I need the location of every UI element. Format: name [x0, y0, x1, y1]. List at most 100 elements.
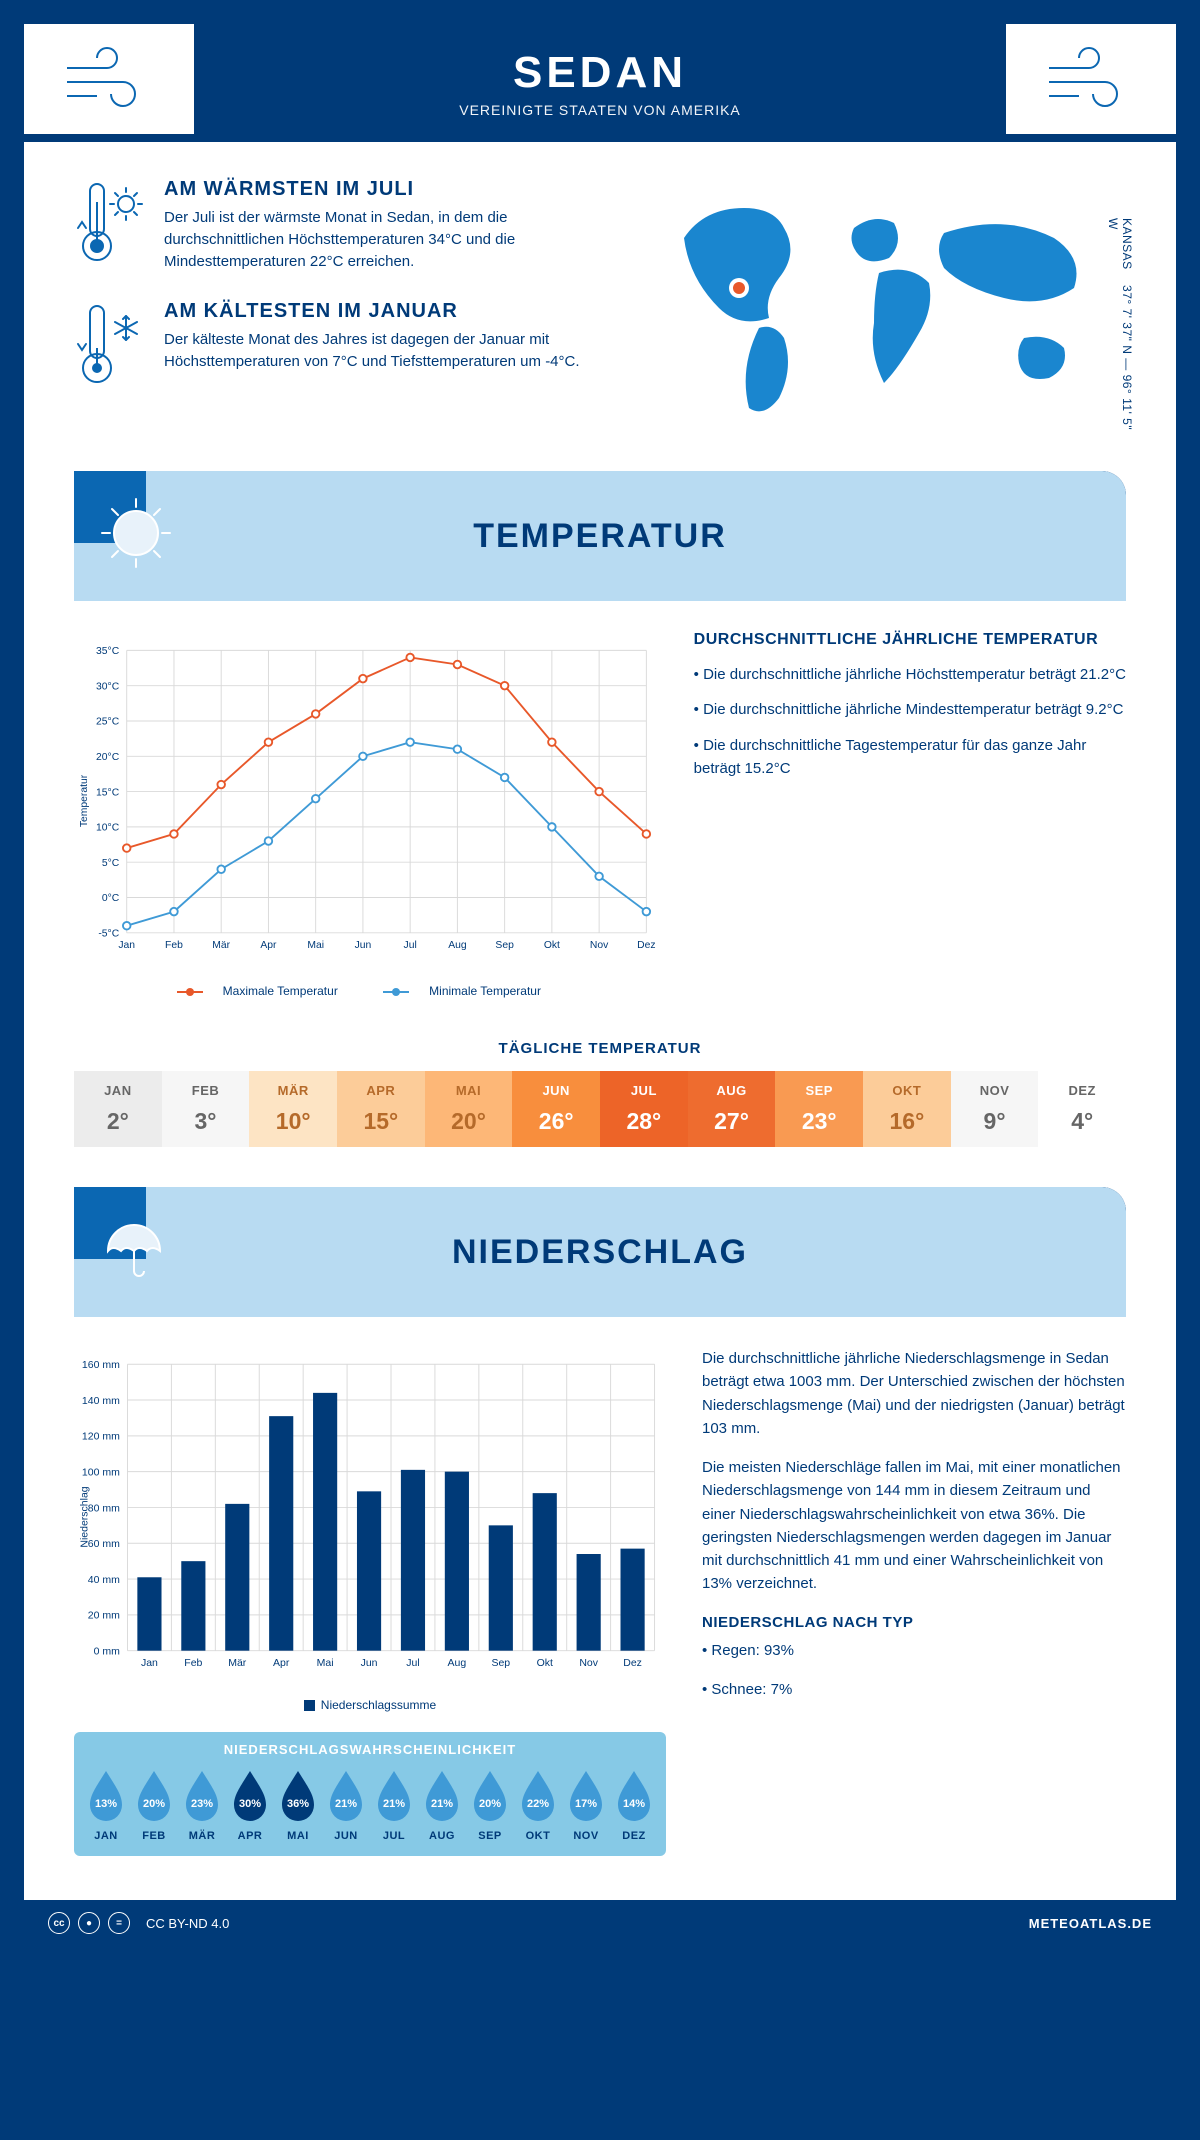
svg-text:Mär: Mär [212, 940, 230, 951]
svg-text:60 mm: 60 mm [88, 1538, 120, 1550]
svg-text:15°C: 15°C [96, 787, 120, 798]
nd-icon: = [108, 1912, 130, 1934]
svg-text:25°C: 25°C [96, 717, 120, 728]
legend-min: Minimale Temperatur [429, 984, 541, 998]
svg-text:35°C: 35°C [96, 646, 120, 657]
precip-drop: 21%JUL [370, 1767, 418, 1842]
precip-legend: Niederschlagssumme [74, 1692, 666, 1718]
precip-drop: 30%APR [226, 1767, 274, 1842]
region-label: KANSAS [1120, 218, 1134, 270]
header: SEDAN VEREINIGTE STAATEN VON AMERIKA [24, 24, 1176, 142]
umbrella-icon [98, 1211, 170, 1288]
fact-cold-text: Der kälteste Monat des Jahres ist dagege… [164, 329, 604, 373]
daily-temp-cell: JUN26° [512, 1071, 600, 1147]
precip-bar-chart: 0 mm20 mm40 mm60 mm80 mm100 mm120 mm140 … [74, 1347, 666, 1687]
daily-temp-cell: OKT16° [863, 1071, 951, 1147]
precip-drop: 21%JUN [322, 1767, 370, 1842]
temp-info-heading: DURCHSCHNITTLICHE JÄHRLICHE TEMPERATUR [694, 631, 1126, 649]
svg-text:120 mm: 120 mm [82, 1431, 120, 1443]
temperature-legend: Maximale Temperatur Minimale Temperatur [74, 976, 658, 1002]
svg-text:13%: 13% [95, 1798, 117, 1810]
precip-text-2: Die meisten Niederschläge fallen im Mai,… [702, 1456, 1126, 1596]
svg-text:Jun: Jun [361, 1657, 378, 1669]
intro-row: AM WÄRMSTEN IM JULI Der Juli ist der wär… [24, 142, 1176, 471]
map-column: KANSAS 37° 7' 37" N — 96° 11' 5" W [644, 178, 1126, 443]
thermometer-snow-icon [74, 300, 146, 390]
precip-prob-title: NIEDERSCHLAGSWAHRSCHEINLICHKEIT [74, 1732, 666, 1767]
svg-text:Okt: Okt [537, 1657, 553, 1669]
country-subtitle: VEREINIGTE STAATEN VON AMERIKA [48, 102, 1152, 118]
fact-warm-title: AM WÄRMSTEN IM JULI [164, 178, 604, 201]
svg-text:17%: 17% [575, 1798, 597, 1810]
svg-text:Feb: Feb [165, 940, 183, 951]
precip-type-bullet: • Schnee: 7% [702, 1678, 1126, 1701]
svg-text:20 mm: 20 mm [88, 1610, 120, 1622]
precip-body: 0 mm20 mm40 mm60 mm80 mm100 mm120 mm140 … [24, 1317, 1176, 1876]
by-icon: ● [78, 1912, 100, 1934]
svg-text:Nov: Nov [579, 1657, 598, 1669]
world-map-icon [644, 178, 1126, 443]
precip-drop: 22%OKT [514, 1767, 562, 1842]
daily-temp-title: TÄGLICHE TEMPERATUR [24, 1040, 1176, 1057]
temp-bullet: • Die durchschnittliche Tagestemperatur … [694, 734, 1126, 781]
svg-text:21%: 21% [383, 1798, 405, 1810]
svg-text:0°C: 0°C [102, 893, 120, 904]
svg-text:Aug: Aug [448, 940, 467, 951]
city-title: SEDAN [48, 48, 1152, 98]
license-block: cc ● = CC BY-ND 4.0 [48, 1912, 229, 1934]
section-banner-temperature: TEMPERATUR [74, 471, 1126, 601]
precip-type-heading: NIEDERSCHLAG NACH TYP [702, 1614, 1126, 1631]
precip-drop: 36%MAI [274, 1767, 322, 1842]
license-text: CC BY-ND 4.0 [146, 1916, 229, 1931]
svg-text:30°C: 30°C [96, 681, 120, 692]
svg-text:Sep: Sep [491, 1657, 510, 1669]
svg-text:20°C: 20°C [96, 752, 120, 763]
temp-bullet: • Die durchschnittliche jährliche Höchst… [694, 663, 1126, 686]
svg-text:Aug: Aug [448, 1657, 467, 1669]
svg-text:Jan: Jan [118, 940, 135, 951]
infographic-page: SEDAN VEREINIGTE STAATEN VON AMERIKA AM … [18, 18, 1182, 1952]
svg-text:Okt: Okt [544, 940, 560, 951]
temp-bullet: • Die durchschnittliche jährliche Mindes… [694, 698, 1126, 721]
section-title-precip: NIEDERSCHLAG [74, 1187, 1126, 1317]
footer: cc ● = CC BY-ND 4.0 METEOATLAS.DE [24, 1900, 1176, 1946]
precip-drop: 21%AUG [418, 1767, 466, 1842]
sun-icon [98, 495, 174, 576]
daily-temp-cell: APR15° [337, 1071, 425, 1147]
cc-icon: cc [48, 1912, 70, 1934]
section-banner-precip: NIEDERSCHLAG [74, 1187, 1126, 1317]
fact-coldest: AM KÄLTESTEN IM JANUAR Der kälteste Mona… [74, 300, 604, 390]
daily-temp-cell: JAN2° [74, 1071, 162, 1147]
precip-drop: 20%FEB [130, 1767, 178, 1842]
svg-text:40 mm: 40 mm [88, 1574, 120, 1586]
precip-text-1: Die durchschnittliche jährliche Niedersc… [702, 1347, 1126, 1440]
svg-text:20%: 20% [143, 1798, 165, 1810]
svg-text:Mai: Mai [317, 1657, 334, 1669]
section-title-temperature: TEMPERATUR [74, 471, 1126, 601]
svg-text:21%: 21% [335, 1798, 357, 1810]
precip-drop: 13%JAN [82, 1767, 130, 1842]
temperature-chart-column: -5°C 0°C 5°C 10°C 15°C 20°C 25°C 30°C 35°C Jan Feb… [74, 631, 658, 1002]
svg-text:5°C: 5°C [102, 858, 120, 869]
svg-text:10°C: 10°C [96, 823, 120, 834]
svg-text:30%: 30% [239, 1798, 261, 1810]
svg-text:Mai: Mai [307, 940, 324, 951]
svg-text:Jul: Jul [406, 1657, 419, 1669]
svg-text:Feb: Feb [184, 1657, 202, 1669]
daily-temp-cell: JUL28° [600, 1071, 688, 1147]
svg-text:Dez: Dez [623, 1657, 642, 1669]
precip-chart-column: 0 mm20 mm40 mm60 mm80 mm100 mm120 mm140 … [74, 1347, 666, 1856]
daily-temp-cell: DEZ4° [1038, 1071, 1126, 1147]
precip-drop: 17%NOV [562, 1767, 610, 1842]
svg-text:Dez: Dez [637, 940, 655, 951]
svg-text:Apr: Apr [260, 940, 277, 951]
precip-drop: 23%MÄR [178, 1767, 226, 1842]
svg-text:Jun: Jun [355, 940, 372, 951]
facts-column: AM WÄRMSTEN IM JULI Der Juli ist der wär… [74, 178, 604, 443]
coordinates-label: KANSAS 37° 7' 37" N — 96° 11' 5" W [1106, 218, 1134, 443]
svg-text:Temperatur: Temperatur [79, 774, 90, 827]
fact-warm-text: Der Juli ist der wärmste Monat in Sedan,… [164, 207, 604, 272]
svg-text:20%: 20% [479, 1798, 501, 1810]
svg-text:-5°C: -5°C [98, 929, 119, 940]
fact-cold-title: AM KÄLTESTEN IM JANUAR [164, 300, 604, 323]
